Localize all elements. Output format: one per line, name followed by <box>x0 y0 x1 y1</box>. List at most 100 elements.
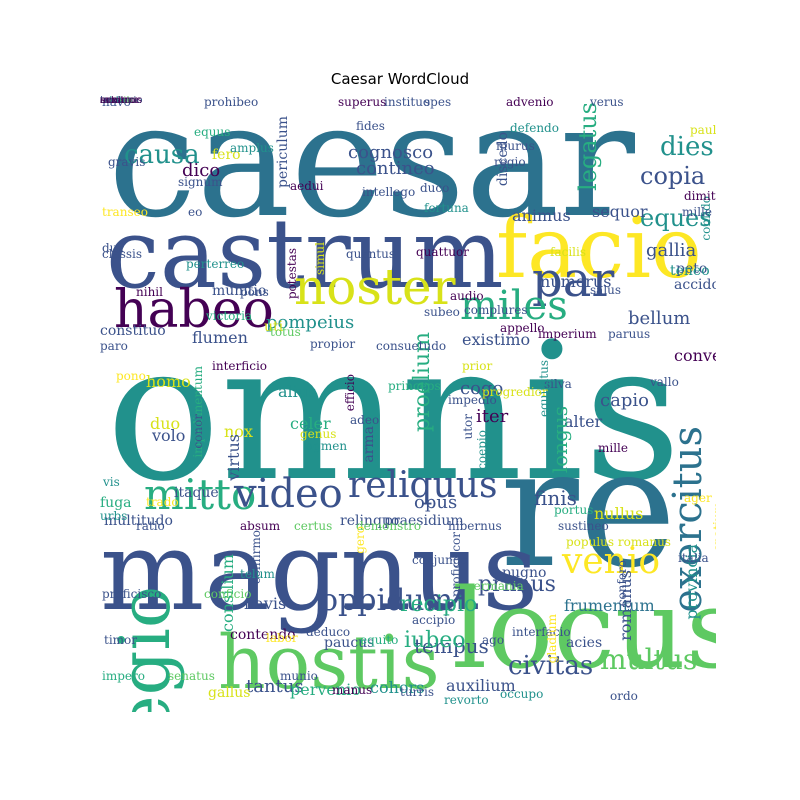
word-paucus: paucus <box>324 635 375 651</box>
word-video: video <box>234 471 343 517</box>
word-fero: fero <box>212 147 241 163</box>
word-relinquo: relinquo <box>340 513 400 529</box>
word-regio: regio <box>494 155 526 169</box>
word-habeo: habeo <box>114 280 274 340</box>
word-cognosco: cognosco <box>348 142 434 163</box>
word-sequor: sequor <box>592 202 648 221</box>
word-venio: venio <box>562 541 661 582</box>
word-deduco: deduco <box>306 625 351 639</box>
word-constituo: constituo <box>100 323 166 339</box>
word-paulus: paulus <box>690 123 716 137</box>
word-turris: turris <box>400 685 435 699</box>
word-pono: pono <box>116 369 146 383</box>
word-flumen: flumen <box>192 328 248 347</box>
word-duo: duo <box>150 414 181 433</box>
word-urbs: urbs <box>100 509 128 523</box>
word-pugno: pugno <box>502 565 547 581</box>
word-spes: spes <box>424 96 452 109</box>
word-centurio: centurio <box>100 96 143 106</box>
word-sustineo: sustineo <box>558 519 609 533</box>
word-impero: impero <box>102 669 145 683</box>
word-perterreo: perterreo <box>186 257 245 271</box>
word-labor: labor <box>266 631 298 645</box>
word-superus: superus <box>338 96 387 109</box>
word-omnis: omnis <box>106 302 682 523</box>
word-ordo: ordo <box>610 689 638 703</box>
word-oppidum: oppidum <box>320 583 454 618</box>
word-fuga: fuga <box>100 495 132 511</box>
word-murus: murus <box>496 139 535 153</box>
word-mille: mille <box>598 441 628 455</box>
word-efficio: efficio <box>343 374 357 412</box>
word-spatium: spatium <box>711 502 716 551</box>
word-complures: complures <box>464 303 528 317</box>
word-agmen: agmen <box>306 439 348 453</box>
word-imperium: imperium <box>538 327 597 341</box>
word-miles: miles <box>460 283 568 329</box>
word-causa: causa <box>124 140 200 170</box>
word-longus: longus <box>548 406 572 474</box>
word-hostis: hostis <box>218 620 440 706</box>
word-facio: facio <box>496 199 702 297</box>
word-multitudo: multitudo <box>104 513 173 529</box>
word-conficio: conficio <box>204 587 252 601</box>
word-dimitto: dimitto <box>684 189 716 203</box>
word-potestas: potestas <box>285 248 299 300</box>
word-noster: noster <box>294 258 456 316</box>
word-intellego: intellego <box>362 185 416 199</box>
word-iubeo: iubeo <box>404 628 466 653</box>
word-subeo: subeo <box>424 305 460 319</box>
word-confero: confero <box>615 560 629 607</box>
word-pompeius: pompeius <box>266 312 355 333</box>
word-munio: munio <box>280 669 318 683</box>
word-utor: utor <box>461 414 475 440</box>
word-convenio: convenio <box>674 346 716 365</box>
word-silva: silva <box>544 377 572 391</box>
word-defendo: defendo <box>510 121 559 135</box>
word-mille-passus: mille passus <box>682 205 716 219</box>
word-interficio: interficio <box>212 359 268 373</box>
word-conor: conor <box>191 414 205 449</box>
word-volo: volo <box>152 426 186 445</box>
word-frumentum: frumentum <box>564 596 655 615</box>
word-paruus: paruus <box>608 327 651 341</box>
word-copia: copia <box>640 162 706 190</box>
word-teneo: teneo <box>670 263 710 279</box>
word-instituo: instituo <box>384 96 431 109</box>
word-eo: eo <box>188 205 203 219</box>
word-tempus: tempus <box>414 634 489 658</box>
word-genus: genus <box>300 427 337 441</box>
word-classis: classis <box>102 247 143 261</box>
word-periculum: periculum <box>275 116 291 189</box>
word-finis: finis <box>534 486 577 510</box>
word-populus-romanus: populus romanus <box>566 535 671 549</box>
word-recipio: recipio <box>400 592 478 617</box>
word-coepio: coepio <box>475 430 489 470</box>
word-adduco: adduco <box>100 96 137 106</box>
word-homo: homo <box>146 372 191 391</box>
word-dico: dico <box>182 160 221 181</box>
word-munitio: munitio <box>212 283 267 299</box>
word-adeo: adeo <box>350 413 380 427</box>
word-absum: absum <box>240 519 281 533</box>
word-vallo: vallo <box>650 375 679 389</box>
word-victoria: victoria <box>206 309 253 323</box>
word-nox: nox <box>224 422 253 441</box>
word-advenio: advenio <box>506 96 554 109</box>
word-primus: primus <box>478 572 556 597</box>
word-telum: telum <box>240 567 275 581</box>
word-dux: dux <box>102 241 125 255</box>
word-castrum: castrum <box>106 198 504 310</box>
word-accipio: accipio <box>412 613 456 627</box>
word-gravis: gravis <box>108 155 146 169</box>
word-interfacio: interfacio <box>512 625 571 639</box>
word-peto: peto <box>676 261 708 277</box>
word-accido: accido <box>674 277 716 293</box>
word-reliquus: reliquus <box>348 465 498 506</box>
word-legatus: legatus <box>574 102 602 191</box>
word-amplus: amplus <box>230 141 274 155</box>
word-consuetudo: consuetudo <box>376 339 447 353</box>
word-confacio: confacio <box>100 96 143 106</box>
word-itaque: itaque <box>174 485 219 501</box>
word-re: re <box>500 412 677 604</box>
